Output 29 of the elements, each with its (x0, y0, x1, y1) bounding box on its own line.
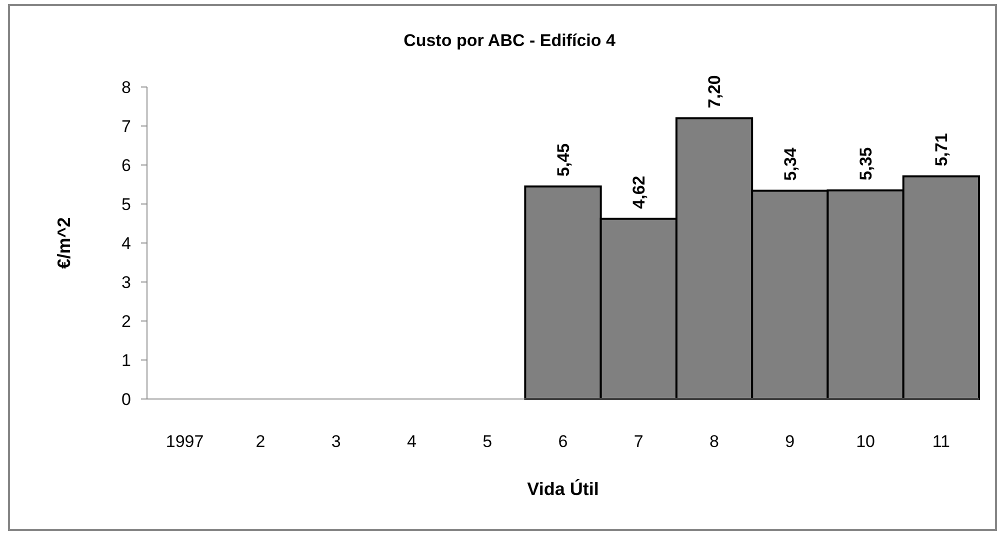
x-tick-label: 10 (856, 432, 876, 451)
chart-title: Custo por ABC - Edifício 4 (404, 31, 616, 50)
y-tick-label: 2 (122, 312, 131, 331)
y-tick-label: 6 (122, 156, 131, 175)
x-tick-label: 8 (710, 432, 720, 451)
data-label: 5,71 (932, 133, 952, 166)
data-label: 5,45 (554, 143, 573, 176)
data-label: 5,34 (780, 147, 800, 181)
y-tick-label: 5 (122, 194, 131, 214)
x-tick-label: 7 (634, 432, 644, 451)
x-tick-label: 1997 (166, 432, 204, 451)
x-tick-label: 6 (558, 432, 568, 451)
y-tick-label: 0 (122, 390, 131, 409)
y-tick-label: 3 (122, 272, 131, 292)
x-tick-label: 3 (331, 432, 341, 451)
x-axis-title: Vida Útil (527, 479, 599, 499)
y-tick-label: 8 (122, 78, 131, 97)
y-tick-label: 7 (122, 116, 131, 136)
y-tick-label: 4 (122, 234, 131, 253)
x-tick-label: 9 (785, 432, 795, 451)
x-tick-label: 4 (406, 432, 416, 451)
y-axis-title: €/m^2 (54, 217, 74, 269)
data-label: 4,62 (630, 176, 649, 209)
data-label: 7,20 (705, 75, 724, 108)
data-label: 5,35 (856, 147, 876, 180)
x-tick-label: 11 (932, 432, 950, 451)
x-tick-label: 5 (482, 432, 492, 451)
x-tick-label: 2 (256, 432, 266, 451)
y-tick-label: 1 (122, 350, 131, 370)
